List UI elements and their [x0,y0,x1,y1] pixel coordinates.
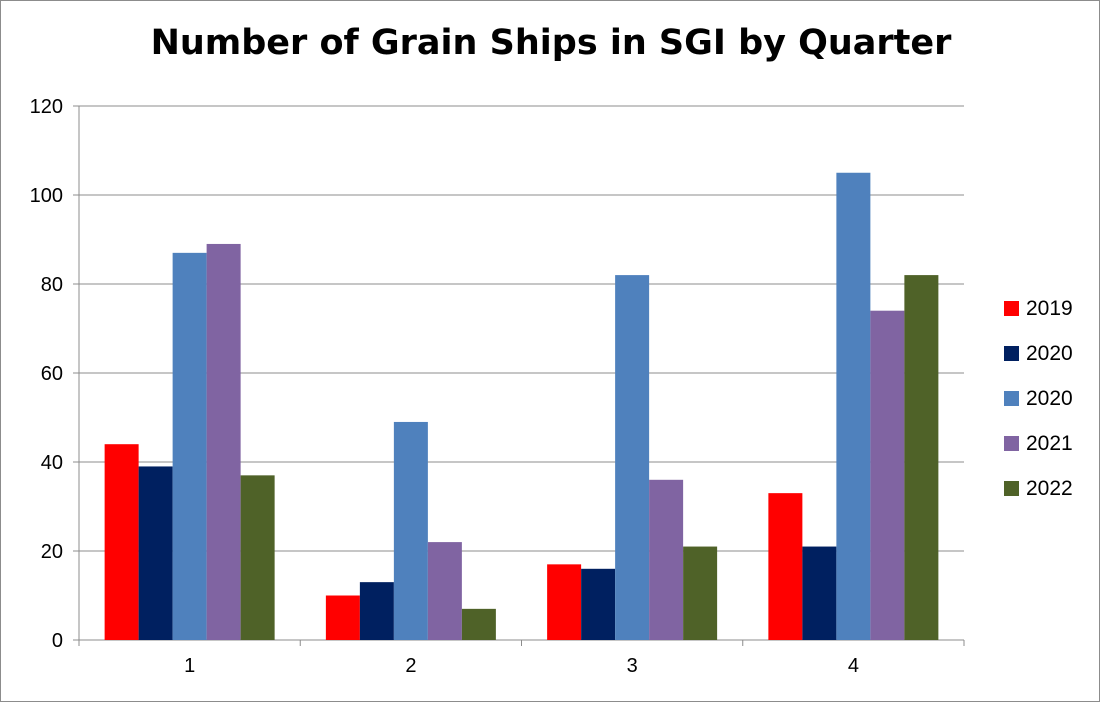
legend-item: 2021 [1004,421,1073,466]
bar-q1-series-1 [138,466,173,640]
bar-q2-series-0 [325,595,360,640]
x-tick-label: 2 [405,655,416,677]
legend-label: 2020 [1026,386,1073,410]
legend-item: 2019 [1004,286,1073,331]
legend-item: 2020 [1004,376,1073,421]
bar-q4-series-0 [768,493,803,640]
y-tick-label: 0 [52,630,63,652]
x-tick-label: 1 [184,655,195,677]
bar-q3-series-0 [547,564,582,640]
bar-q1-series-4 [240,475,275,640]
y-tick-label: 40 [41,452,63,474]
y-tick-label: 120 [30,96,63,118]
bar-q4-series-3 [870,310,905,640]
legend-label: 2020 [1026,341,1073,365]
bar-q3-series-1 [581,568,616,640]
bar-q2-series-1 [359,582,394,640]
x-tick-label: 4 [848,655,859,677]
legend-swatch [1004,391,1019,406]
y-tick-label: 60 [41,363,63,385]
bar-q2-series-4 [461,608,496,640]
bar-q3-series-2 [615,275,650,640]
legend-swatch [1004,436,1019,451]
legend-swatch [1004,346,1019,361]
legend-label: 2019 [1026,296,1073,320]
legend-swatch [1004,301,1019,316]
bar-q3-series-3 [649,479,684,640]
legend-swatch [1004,481,1019,496]
chart-legend: 2019 2020 2020 2021 2022 [1004,286,1073,511]
legend-label: 2021 [1026,431,1073,455]
bar-q4-series-1 [802,546,837,640]
bar-q1-series-0 [104,444,139,640]
bar-q3-series-4 [683,546,718,640]
bar-q2-series-3 [427,542,462,640]
chart-title: Number of Grain Ships in SGI by Quarter [150,23,952,63]
bar-q4-series-4 [904,275,939,640]
legend-item: 2022 [1004,466,1073,511]
y-tick-label: 20 [41,541,63,563]
legend-item: 2020 [1004,331,1073,376]
x-tick-label: 3 [627,655,638,677]
legend-label: 2022 [1026,476,1073,500]
bar-q4-series-2 [836,172,871,640]
y-tick-label: 80 [41,274,63,296]
bar-q1-series-2 [172,252,207,640]
bar-q2-series-2 [393,421,428,640]
bar-q1-series-3 [206,243,241,640]
y-tick-label: 100 [30,185,63,207]
